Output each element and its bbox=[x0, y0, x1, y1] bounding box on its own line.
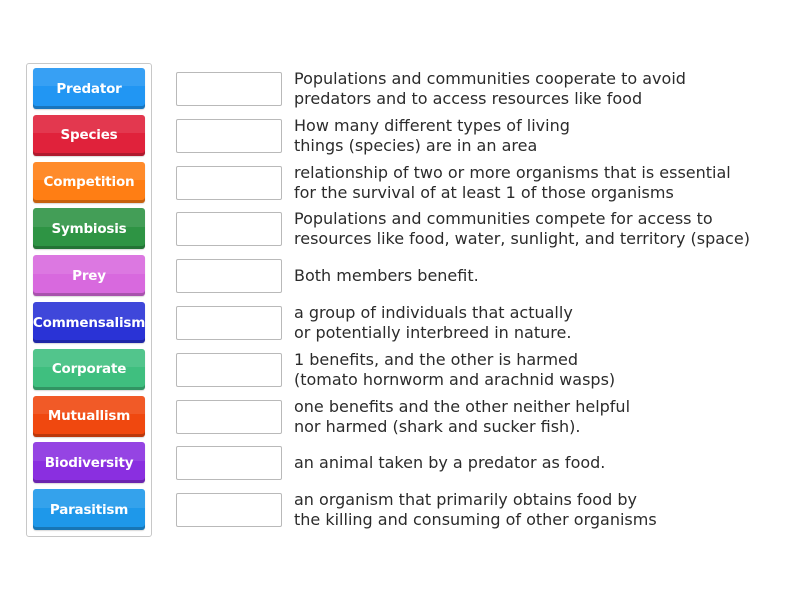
term-tile-commensalism[interactable]: Commensalism bbox=[33, 302, 145, 343]
definition-text: Populations and communities cooperate to… bbox=[294, 69, 686, 108]
answer-drop-box[interactable] bbox=[176, 306, 282, 340]
answer-drop-box[interactable] bbox=[176, 165, 282, 200]
term-tile-species[interactable]: Species bbox=[33, 114, 145, 156]
answer-drop-box[interactable] bbox=[176, 352, 282, 387]
term-bank: Predator Species Competition Symbiosis Prey C… bbox=[26, 63, 152, 537]
answer-row: a group of individuals that actually or … bbox=[176, 300, 786, 346]
answer-drop-box[interactable] bbox=[176, 118, 282, 153]
term-tile-mutuallism[interactable]: Mutuallism bbox=[33, 395, 145, 437]
answer-row: Both members benefit. bbox=[176, 253, 786, 299]
definition-text: Populations and communities compete for … bbox=[294, 209, 750, 249]
definition-text: an animal taken by a predator as food. bbox=[294, 453, 606, 473]
answer-row: Populations and communities cooperate to… bbox=[176, 66, 786, 112]
term-tile-symbiosis[interactable]: Symbiosis bbox=[33, 208, 145, 250]
answer-row: relationship of two or more organisms th… bbox=[176, 160, 786, 206]
answer-row: an animal taken by a predator as food. bbox=[176, 440, 786, 486]
definition-text: 1 benefits, and the other is harmed (tom… bbox=[294, 349, 616, 389]
answer-row: 1 benefits, and the other is harmed (tom… bbox=[176, 347, 786, 393]
answer-drop-box[interactable] bbox=[176, 446, 282, 481]
answer-drop-box[interactable] bbox=[176, 259, 282, 294]
answer-drop-box[interactable] bbox=[176, 212, 282, 247]
definition-text: one benefits and the other neither helpf… bbox=[294, 396, 631, 436]
answer-row: Populations and communities compete for … bbox=[176, 206, 786, 252]
definition-text: a group of individuals that actually or … bbox=[294, 303, 573, 342]
term-tile-prey[interactable]: Prey bbox=[33, 255, 145, 297]
definition-text: relationship of two or more organisms th… bbox=[294, 162, 731, 202]
answer-row: one benefits and the other neither helpf… bbox=[176, 394, 786, 440]
term-tile-parasitism[interactable]: Parasitism bbox=[33, 489, 145, 531]
term-tile-corporate[interactable]: Corporate bbox=[33, 348, 145, 390]
answer-drop-box[interactable] bbox=[176, 493, 282, 528]
term-tile-predator[interactable]: Predator bbox=[33, 68, 145, 109]
definition-text: How many different types of living thing… bbox=[294, 115, 570, 155]
definition-text: Both members benefit. bbox=[294, 266, 479, 286]
answer-row: an organism that primarily obtains food … bbox=[176, 487, 786, 533]
term-tile-competition[interactable]: Competition bbox=[33, 161, 145, 203]
definition-text: an organism that primarily obtains food … bbox=[294, 490, 657, 530]
answer-drop-box[interactable] bbox=[176, 72, 282, 106]
answer-row: How many different types of living thing… bbox=[176, 113, 786, 159]
term-tile-biodiversity[interactable]: Biodiversity bbox=[33, 442, 145, 484]
answer-drop-box[interactable] bbox=[176, 399, 282, 434]
